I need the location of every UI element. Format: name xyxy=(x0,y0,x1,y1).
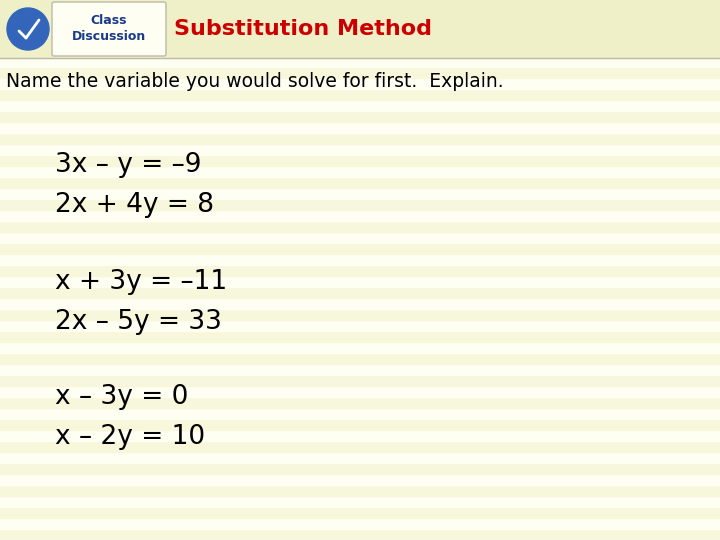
Bar xyxy=(0,221,720,232)
Text: x – 3y = 0: x – 3y = 0 xyxy=(55,384,189,410)
FancyBboxPatch shape xyxy=(52,2,166,56)
Bar xyxy=(0,430,720,441)
Bar xyxy=(0,441,720,452)
Bar xyxy=(0,210,720,221)
Bar xyxy=(0,1,720,12)
Bar xyxy=(0,331,720,342)
Bar xyxy=(0,34,720,45)
Bar xyxy=(0,529,720,540)
Bar xyxy=(0,496,720,507)
Text: x + 3y = –11: x + 3y = –11 xyxy=(55,269,227,295)
Bar xyxy=(0,419,720,430)
Bar xyxy=(0,144,720,155)
Bar xyxy=(0,0,720,58)
Bar xyxy=(0,452,720,463)
Bar xyxy=(0,243,720,254)
Bar xyxy=(0,78,720,89)
Bar xyxy=(0,122,720,133)
Bar xyxy=(0,133,720,144)
Circle shape xyxy=(7,8,49,50)
Bar xyxy=(0,397,720,408)
Bar xyxy=(0,166,720,177)
Bar xyxy=(0,111,720,122)
Bar xyxy=(0,188,720,199)
Bar xyxy=(0,309,720,320)
Bar xyxy=(0,518,720,529)
Bar xyxy=(0,507,720,518)
Bar xyxy=(0,276,720,287)
Bar xyxy=(0,364,720,375)
Bar xyxy=(0,254,720,265)
Bar xyxy=(0,353,720,364)
Bar xyxy=(0,232,720,243)
Text: Class
Discussion: Class Discussion xyxy=(72,15,146,44)
Bar xyxy=(0,408,720,419)
Bar xyxy=(0,265,720,276)
Bar xyxy=(0,155,720,166)
Bar xyxy=(0,177,720,188)
Bar xyxy=(0,342,720,353)
Text: 3x – y = –9: 3x – y = –9 xyxy=(55,152,202,178)
Text: x – 2y = 10: x – 2y = 10 xyxy=(55,424,205,450)
Bar xyxy=(0,23,720,34)
Bar xyxy=(0,485,720,496)
Bar xyxy=(0,375,720,386)
Bar xyxy=(0,56,720,67)
Text: Substitution Method: Substitution Method xyxy=(174,19,432,39)
Text: Name the variable you would solve for first.  Explain.: Name the variable you would solve for fi… xyxy=(6,72,503,91)
Bar xyxy=(0,45,720,56)
Text: 2x + 4y = 8: 2x + 4y = 8 xyxy=(55,192,214,218)
Bar xyxy=(0,474,720,485)
Bar xyxy=(0,386,720,397)
Bar xyxy=(0,100,720,111)
Bar xyxy=(0,463,720,474)
Bar xyxy=(0,12,720,23)
Text: 2x – 5y = 33: 2x – 5y = 33 xyxy=(55,309,222,335)
Bar xyxy=(0,67,720,78)
Bar xyxy=(0,199,720,210)
Bar xyxy=(0,287,720,298)
Bar xyxy=(0,89,720,100)
Bar xyxy=(0,320,720,331)
Bar xyxy=(0,0,720,1)
Bar xyxy=(0,298,720,309)
